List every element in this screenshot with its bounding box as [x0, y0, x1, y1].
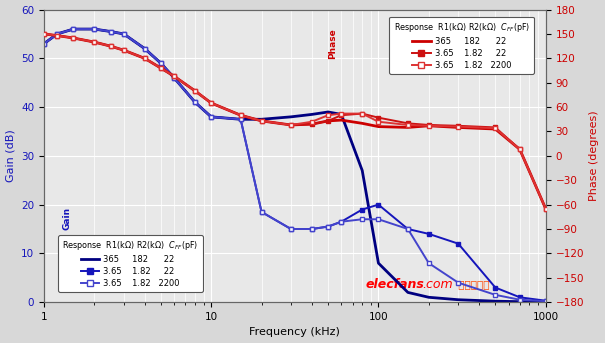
Y-axis label: Gain (dB): Gain (dB) [5, 130, 16, 182]
Text: Gain: Gain [62, 207, 71, 230]
Legend: 365     182      22, 3.65    1.82     22, 3.65    1.82   2200: 365 182 22, 3.65 1.82 22, 3.65 1.82 2200 [390, 17, 534, 74]
Text: Phase: Phase [328, 28, 337, 59]
X-axis label: Frequency (kHz): Frequency (kHz) [249, 328, 340, 338]
Text: 电子发烧友: 电子发烧友 [456, 280, 490, 289]
Text: elecfans: elecfans [365, 277, 424, 291]
Text: .com: .com [423, 277, 453, 291]
Y-axis label: Phase (degrees): Phase (degrees) [589, 110, 600, 201]
